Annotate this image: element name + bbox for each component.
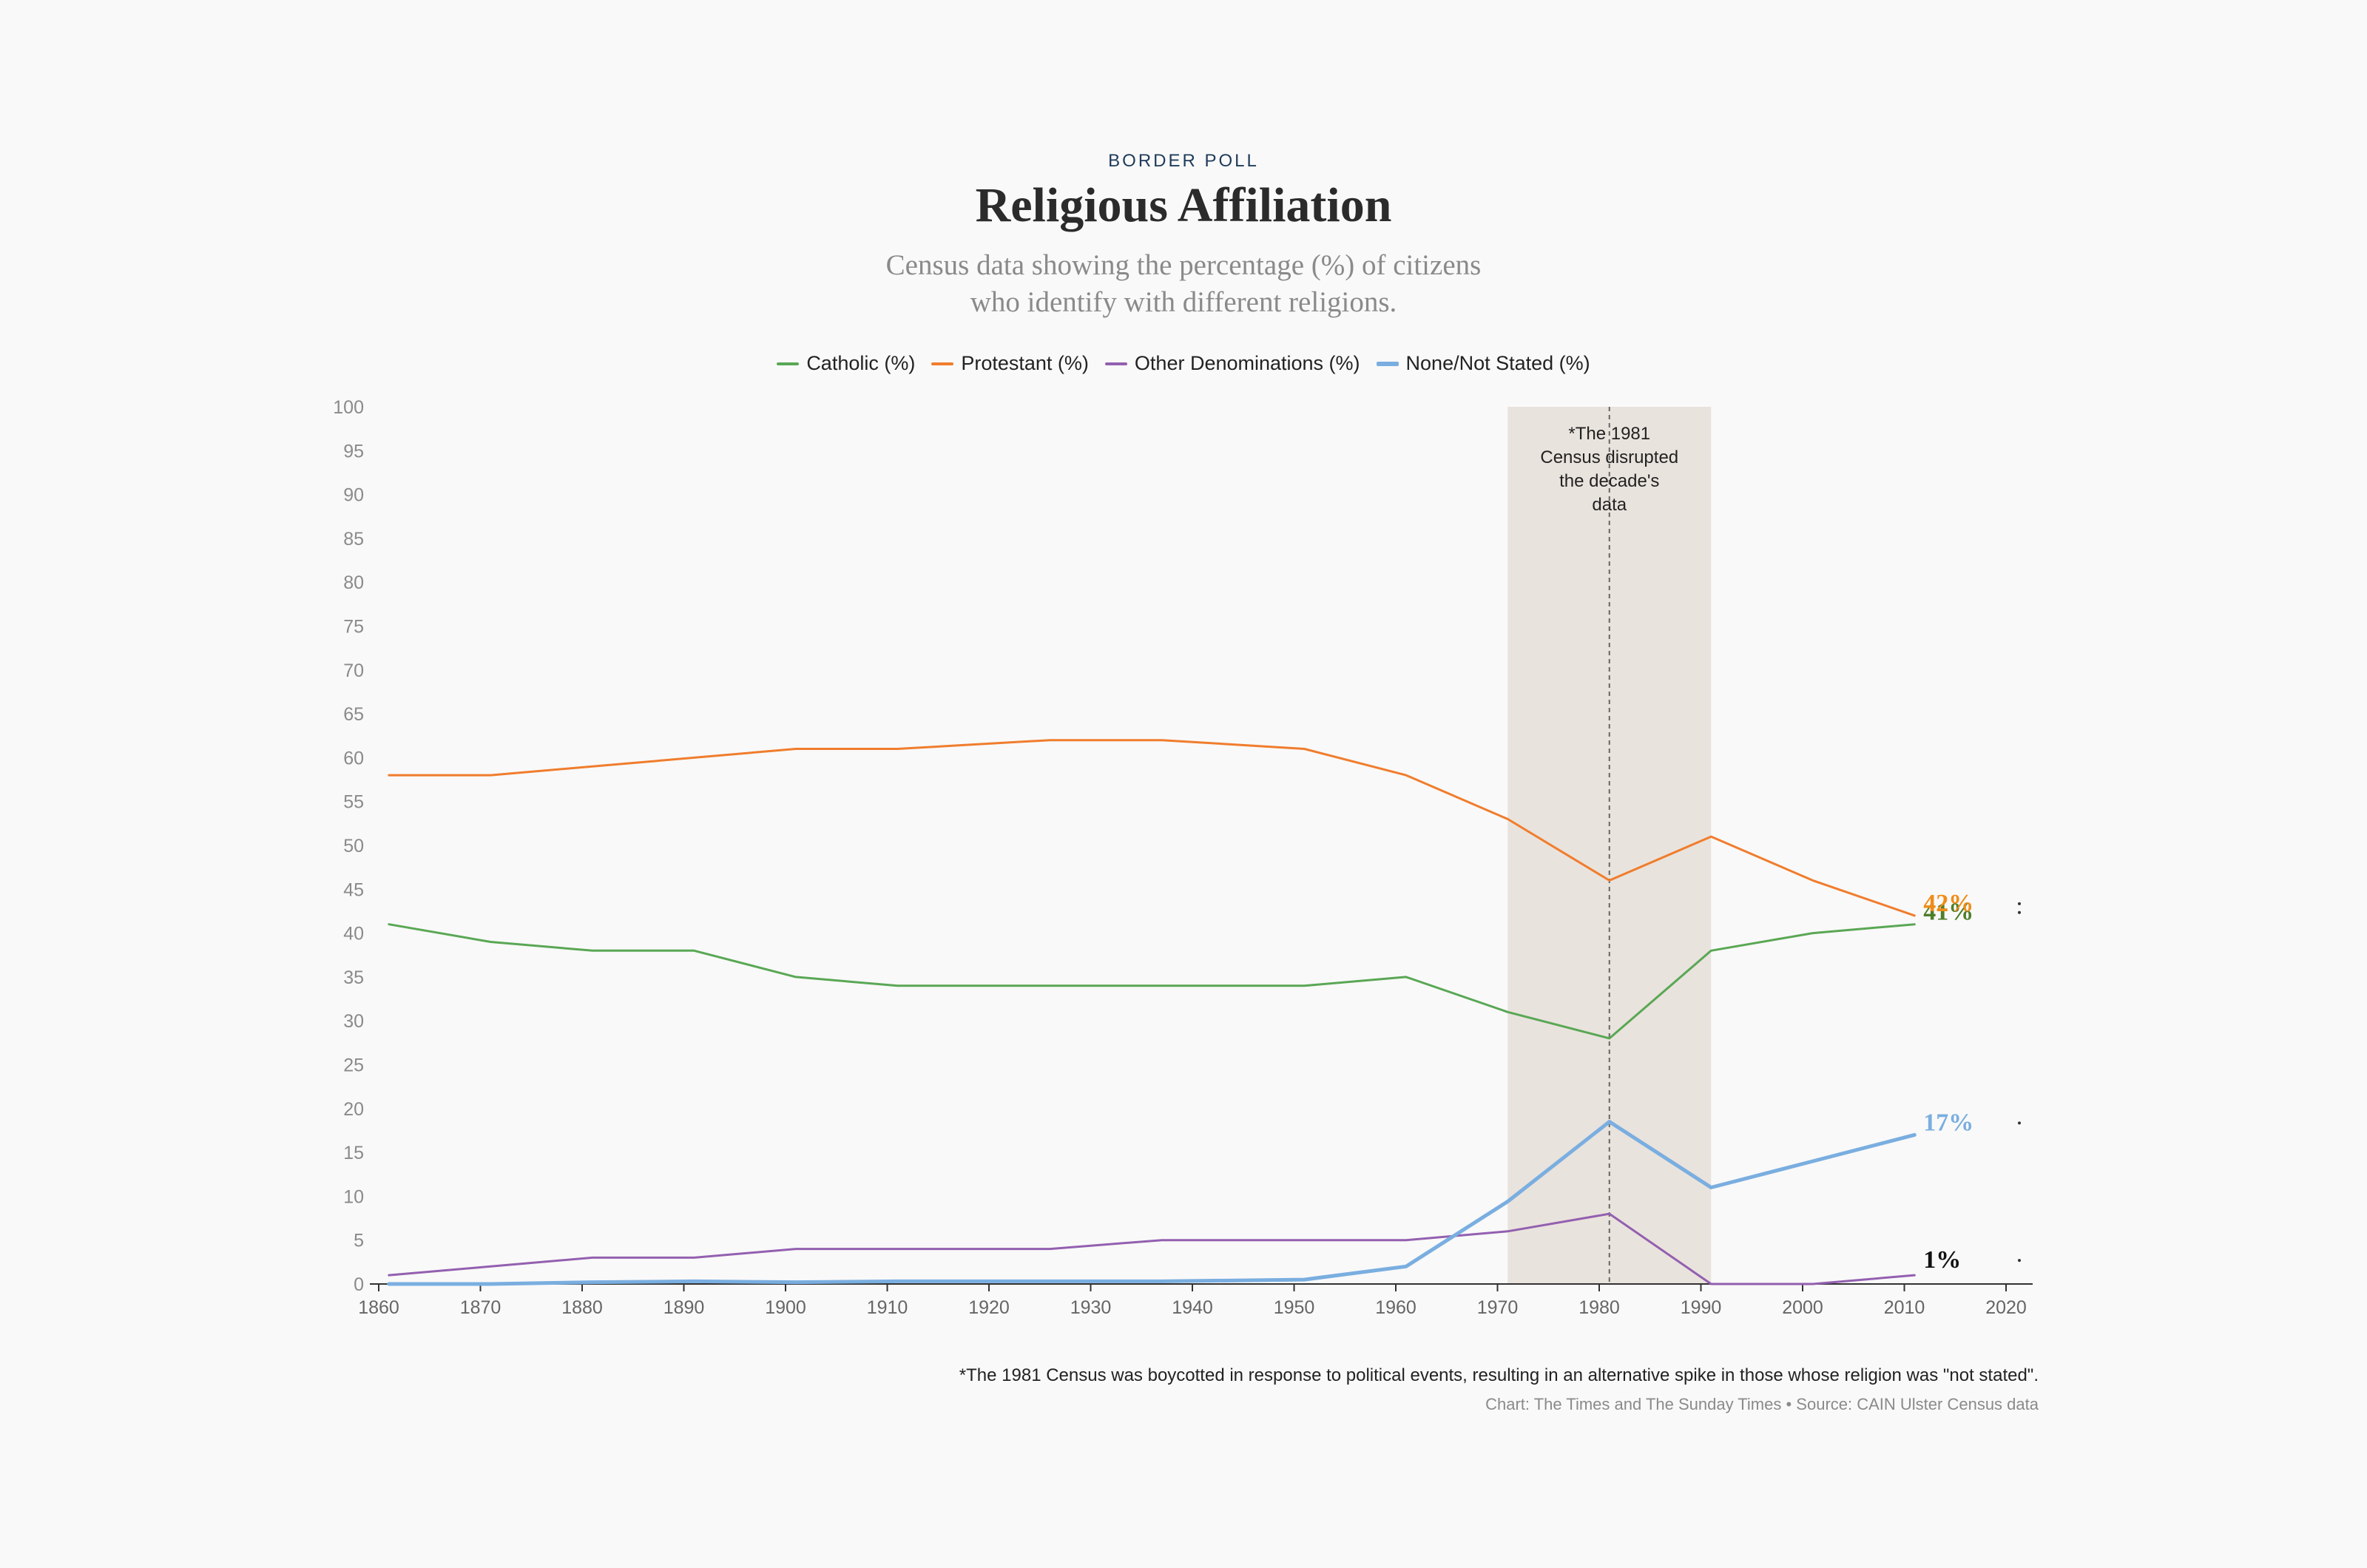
x-tick-label: 1880 (561, 1297, 603, 1318)
y-tick-label: 5 (354, 1231, 364, 1251)
y-tick-label: 95 (343, 441, 364, 462)
x-tick-label: 1930 (1070, 1297, 1112, 1318)
series-end-label: 1% (1923, 1246, 1961, 1274)
y-tick-label: 0 (354, 1274, 364, 1295)
annotation-text-line: data (1592, 495, 1627, 515)
legend-item-catholic[interactable]: Catholic (%) (777, 352, 915, 375)
x-tick-label: 1960 (1375, 1297, 1417, 1318)
y-tick-label: 60 (343, 748, 364, 768)
y-tick-label: 35 (343, 967, 364, 988)
annotation-text-line: Census disrupted (1540, 447, 1678, 467)
series-end-label: 41% (1923, 899, 1973, 926)
x-tick-label: 1910 (867, 1297, 908, 1318)
series-end-label: 17% (1923, 1109, 1973, 1136)
x-tick-label: 2020 (1985, 1297, 2027, 1318)
y-tick-label: 100 (333, 397, 364, 418)
series-line (388, 739, 1916, 917)
y-tick-label: 80 (343, 572, 364, 593)
x-tick-label: 1950 (1274, 1297, 1315, 1318)
x-tick-label: 1870 (460, 1297, 502, 1318)
y-tick-label: 50 (343, 836, 364, 856)
chart-credit: Chart: The Times and The Sunday Times • … (1485, 1395, 2039, 1413)
y-tick-label: 85 (343, 529, 364, 550)
annotation-text-line: *The 1981 (1568, 424, 1650, 444)
legend-swatch-none (1376, 361, 1399, 366)
y-tick-label: 70 (343, 660, 364, 681)
y-tick-label: 45 (343, 879, 364, 900)
x-tick-label: 1970 (1477, 1297, 1519, 1318)
x-tick-label: 1990 (1681, 1297, 1722, 1318)
series-line (387, 1120, 1917, 1286)
y-tick-label: 30 (343, 1011, 364, 1032)
subtitle-line-1: Census data showing the percentage (%) o… (885, 249, 1482, 281)
x-tick-label: 1980 (1578, 1297, 1620, 1318)
legend-swatch-catholic (777, 362, 800, 365)
legend-swatch-protestant (931, 362, 954, 365)
legend-swatch-other (1104, 362, 1127, 365)
series-line (388, 923, 1916, 1040)
chart-title: Religious Affiliation (975, 178, 1392, 232)
series-end-dot (2018, 910, 2021, 914)
chart-legend: Catholic (%) Protestant (%) Other Denomi… (0, 352, 2367, 375)
legend-item-other[interactable]: Other Denominations (%) (1104, 352, 1360, 375)
x-tick-label: 1890 (663, 1297, 705, 1318)
y-tick-label: 25 (343, 1055, 364, 1076)
legend-label-protestant: Protestant (%) (961, 352, 1089, 374)
x-tick-label: 2000 (1782, 1297, 1823, 1318)
series-end-dot (2018, 1121, 2021, 1125)
x-tick-label: 1940 (1172, 1297, 1213, 1318)
annotation-text-line: the decade's (1559, 471, 1659, 491)
legend-item-none[interactable]: None/Not Stated (%) (1376, 352, 1590, 375)
chart-subtitle: Census data showing the percentage (%) o… (0, 247, 2367, 321)
y-tick-label: 65 (343, 704, 364, 725)
series-end-dot (2018, 1259, 2021, 1263)
chart-kicker: BORDER POLL (1108, 151, 1259, 171)
y-tick-label: 90 (343, 485, 364, 506)
legend-label-catholic: Catholic (%) (806, 352, 916, 374)
series-end-dot (2018, 902, 2021, 905)
subtitle-line-2: who identify with different religions. (970, 286, 1397, 318)
y-tick-label: 55 (343, 792, 364, 813)
x-tick-label: 1860 (358, 1297, 399, 1318)
series-end-label: 42% (1923, 890, 1973, 917)
legend-label-none: None/Not Stated (%) (1405, 352, 1590, 374)
legend-label-other: Other Denominations (%) (1134, 352, 1360, 374)
x-tick-label: 1900 (765, 1297, 806, 1318)
x-tick-label: 1920 (968, 1297, 1010, 1318)
legend-item-protestant[interactable]: Protestant (%) (931, 352, 1089, 375)
x-tick-label: 2010 (1884, 1297, 1925, 1318)
annotation-band (1507, 407, 1712, 1284)
y-tick-label: 40 (343, 924, 364, 944)
y-tick-label: 10 (343, 1186, 364, 1207)
series-line (388, 1212, 1916, 1285)
y-tick-label: 15 (343, 1143, 364, 1163)
y-tick-label: 20 (343, 1099, 364, 1120)
chart-footnote: *The 1981 Census was boycotted in respon… (959, 1365, 2039, 1385)
y-tick-label: 75 (343, 617, 364, 638)
